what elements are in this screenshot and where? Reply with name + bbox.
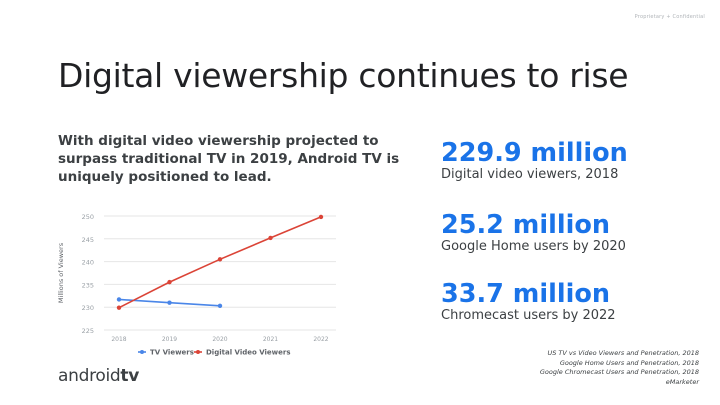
logo-text-tv: tv bbox=[120, 366, 140, 386]
stat-google-home: 25.2 million Google Home users by 2020 bbox=[441, 211, 626, 254]
source-line: Google Home Users and Penetration, 2018 bbox=[559, 358, 699, 367]
stat-value: 25.2 million bbox=[441, 210, 610, 240]
data-point bbox=[116, 297, 122, 302]
y-tick-label: 230 bbox=[82, 304, 94, 312]
legend-label: TV Viewers bbox=[150, 349, 194, 357]
stat-value: 229.9 million bbox=[441, 138, 628, 168]
x-tick-label: 2021 bbox=[263, 336, 278, 343]
data-point bbox=[318, 214, 324, 220]
legend-label: Digital Video Viewers bbox=[206, 349, 291, 357]
viewership-line-chart: 225 230 235 240 245 250 Millions of Viewers 201… bbox=[57, 213, 336, 357]
source-line: eMarketer bbox=[665, 377, 699, 386]
data-point bbox=[116, 305, 122, 310]
y-tick-label: 245 bbox=[82, 236, 94, 244]
confidential-label: Proprietary + Confidential bbox=[634, 14, 705, 20]
series-line-digital-video-viewers bbox=[118, 216, 322, 309]
y-tick-label: 250 bbox=[82, 213, 94, 221]
stat-digital-viewers: 229.9 million Digital video viewers, 201… bbox=[441, 139, 628, 182]
x-tick-label: 2018 bbox=[111, 336, 126, 343]
x-tick-label: 2020 bbox=[212, 336, 227, 343]
stat-value: 33.7 million bbox=[441, 279, 610, 309]
legend-marker bbox=[140, 350, 144, 354]
y-axis-label: Millions of Viewers bbox=[57, 242, 65, 303]
stat-chromecast: 33.7 million Chromecast users by 2022 bbox=[441, 280, 616, 323]
data-point bbox=[167, 279, 172, 285]
intro-text: With digital video viewership projected … bbox=[58, 133, 400, 185]
legend-marker bbox=[196, 350, 200, 354]
x-tick-label: 2022 bbox=[313, 336, 328, 343]
source-line: Google Chromecast Users and Penetration,… bbox=[539, 368, 699, 377]
source-line: US TV vs Video Viewers and Penetration, … bbox=[547, 349, 699, 357]
y-tick-label: 225 bbox=[82, 327, 94, 335]
data-point bbox=[268, 235, 273, 241]
stat-label: Chromecast users by 2022 bbox=[441, 308, 616, 323]
stat-label: Google Home users by 2020 bbox=[441, 239, 626, 254]
sources: US TV vs Video Viewers and Penetration, … bbox=[459, 349, 699, 387]
slide-title: Digital viewership continues to rise bbox=[58, 56, 629, 95]
stat-label: Digital video viewers, 2018 bbox=[441, 167, 619, 182]
y-tick-label: 235 bbox=[82, 281, 94, 289]
x-tick-label: 2019 bbox=[162, 336, 177, 343]
logo-text-android: android bbox=[58, 366, 121, 386]
androidtv-logo: androidtv bbox=[58, 366, 139, 386]
data-point bbox=[217, 303, 223, 309]
y-tick-label: 240 bbox=[82, 259, 94, 267]
data-point bbox=[217, 257, 223, 262]
data-point bbox=[167, 300, 172, 305]
